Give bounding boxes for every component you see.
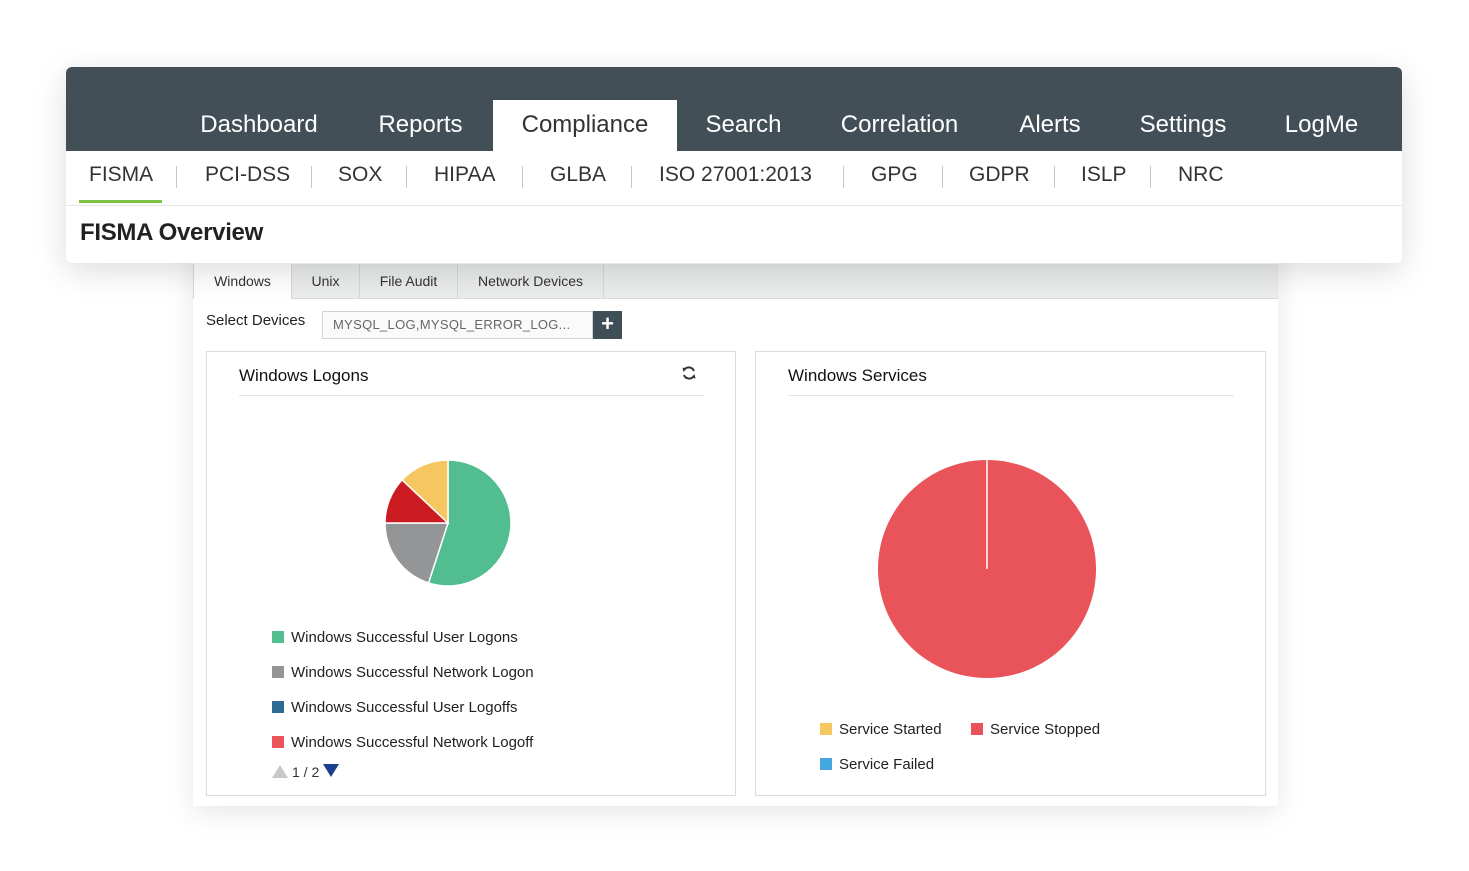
separator	[311, 166, 312, 188]
nav-search[interactable]: Search	[705, 111, 782, 138]
page-title: FISMA Overview	[80, 219, 263, 246]
legend-label: Windows Successful Network Logoff	[291, 734, 534, 751]
compliance-standards-nav: FISMA PCI-DSS SOX HIPAA GLBA ISO 27001:2…	[66, 151, 1402, 206]
refresh-icon[interactable]	[681, 365, 697, 386]
tab-nrc[interactable]: NRC	[1178, 163, 1224, 186]
legend-label: Windows Successful Network Logon	[291, 664, 534, 681]
tab-pci-dss[interactable]: PCI-DSS	[205, 163, 291, 186]
windows-logons-widget: Windows Logons Windows Successful User L…	[206, 351, 736, 796]
legend-label: Windows Successful User Logons	[291, 629, 518, 646]
tab-islp[interactable]: ISLP	[1081, 163, 1127, 186]
legend-item[interactable]: Service Stopped	[971, 721, 1100, 738]
pie-slice[interactable]	[401, 459, 449, 525]
tab-gdpr[interactable]: GDPR	[969, 163, 1030, 186]
compliance-header-card: Dashboard Reports Compliance Search Corr…	[66, 67, 1402, 263]
legend-label: Service Failed	[839, 756, 935, 773]
tab-hipaa[interactable]: HIPAA	[434, 163, 496, 186]
tab-fisma[interactable]: FISMA	[78, 163, 163, 203]
tab-iso-27001[interactable]: ISO 27001:2013	[659, 163, 812, 186]
widget-title: Windows Services	[788, 366, 927, 385]
title-divider	[788, 395, 1234, 396]
pager-text: 1 / 2	[292, 764, 320, 780]
widget-title: Windows Logons	[239, 366, 369, 385]
compliance-report-panel: Windows Unix File Audit Network Devices …	[193, 230, 1278, 806]
legend-pager: 1 / 2	[272, 764, 340, 780]
separator	[522, 166, 523, 188]
select-devices-input[interactable]: MYSQL_LOG,MYSQL_ERROR_LOG...	[322, 311, 593, 339]
nav-settings[interactable]: Settings	[1139, 111, 1227, 138]
main-navigation: Dashboard Reports Compliance Search Corr…	[66, 67, 1402, 151]
nav-dashboard[interactable]: Dashboard	[200, 111, 318, 138]
separator	[406, 166, 407, 188]
nav-reports[interactable]: Reports	[378, 111, 463, 138]
windows-services-widget: Windows Services Service Started Service…	[755, 351, 1266, 796]
windows-services-pie	[878, 460, 1096, 678]
source-tabs: Windows Unix File Audit Network Devices	[193, 264, 1278, 299]
select-devices-label: Select Devices	[206, 312, 306, 329]
add-device-button[interactable]: +	[593, 311, 622, 339]
legend-item[interactable]: Windows Successful Network Logon	[272, 664, 534, 681]
windows-logons-pie	[384, 459, 512, 587]
legend-item[interactable]: Service Started	[820, 721, 942, 738]
title-divider	[239, 395, 704, 396]
pie-slice[interactable]	[427, 459, 512, 587]
tab-unix[interactable]: Unix	[292, 264, 360, 298]
tab-network-devices[interactable]: Network Devices	[458, 264, 604, 298]
separator	[843, 166, 844, 188]
legend-swatch	[272, 631, 284, 643]
legend-item[interactable]: Windows Successful User Logons	[272, 629, 518, 646]
legend-item[interactable]: Service Failed	[820, 756, 934, 773]
tab-file-audit[interactable]: File Audit	[360, 264, 458, 298]
nav-correlation[interactable]: Correlation	[840, 111, 959, 138]
legend-swatch	[820, 723, 832, 735]
separator	[942, 166, 943, 188]
legend-swatch	[272, 701, 284, 713]
separator	[1054, 166, 1055, 188]
triangle-down-icon[interactable]	[323, 764, 340, 777]
separator	[1150, 166, 1151, 188]
tab-sox[interactable]: SOX	[338, 163, 383, 186]
legend-swatch	[820, 758, 832, 770]
nav-alerts[interactable]: Alerts	[1019, 111, 1081, 138]
pie-slice[interactable]	[384, 522, 450, 584]
legend-swatch	[272, 736, 284, 748]
nav-compliance[interactable]: Compliance	[493, 100, 677, 151]
tab-glba[interactable]: GLBA	[550, 163, 607, 186]
legend-label: Service Started	[839, 721, 942, 738]
legend-swatch	[272, 666, 284, 678]
legend-label: Service Stopped	[990, 721, 1101, 738]
triangle-up-icon[interactable]	[272, 765, 288, 778]
legend-item[interactable]: Windows Successful Network Logoff	[272, 734, 533, 751]
legend-swatch	[971, 723, 983, 735]
separator	[631, 166, 632, 188]
legend-label: Windows Successful User Logoffs	[291, 699, 518, 716]
separator	[176, 166, 177, 188]
legend-item[interactable]: Windows Successful User Logoffs	[272, 699, 518, 716]
nav-logme[interactable]: LogMe	[1284, 111, 1359, 138]
tab-windows[interactable]: Windows	[193, 264, 292, 299]
tab-gpg[interactable]: GPG	[871, 163, 918, 186]
